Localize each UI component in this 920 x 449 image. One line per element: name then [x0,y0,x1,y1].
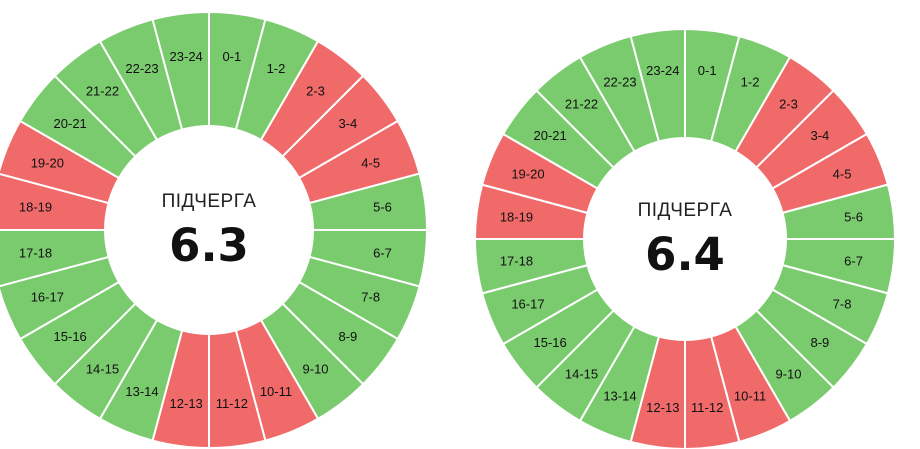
schedule-wheel-6-3: 0-1 1-2 2-3 3-4 4-5 5-6 6-7 7-8 8-9 9-10 10-11 11-1… [0,10,429,449]
segment-label: 4-5 [833,166,852,181]
segment-label: 6-7 [844,254,863,269]
segment-label: 8-9 [338,329,357,344]
hour-segment: 21-22 [53,39,159,158]
segment-label: 17-18 [500,254,533,269]
segment-label: 7-8 [361,289,380,304]
segment-label: 10-11 [260,384,292,399]
segment-label: 23-24 [646,63,679,78]
segment-label: 3-4 [338,116,357,131]
segment-label: 8-9 [810,335,829,350]
wheel-value: 6.3 [169,219,249,272]
segment-label: 10-11 [734,389,766,404]
hour-segment: 8-9 [281,280,400,386]
segment-label: 7-8 [833,297,852,312]
segment-label: 15-16 [54,329,87,344]
segment-on-23-24 [629,27,686,143]
segment-label: 11-12 [216,396,248,411]
segment-label: 13-14 [125,384,158,399]
hour-segment: 12-13 [629,335,686,449]
hour-segment: 1-2 [709,34,792,153]
segment-label: 14-15 [86,361,119,376]
segment-label: 0-1 [222,49,241,64]
hour-segment: 9-10 [734,309,835,423]
hour-segment: 23-24 [629,27,686,143]
segment-label: 22-23 [125,61,158,76]
segment-label: 5-6 [844,209,863,224]
schedule-wheel-6-4: 0-1 1-2 2-3 3-4 4-5 5-6 6-7 7-8 8-9 9-10 10-11 11-1… [473,27,897,449]
segment-label: 17-18 [19,245,52,260]
segment-label: 5-6 [373,200,392,215]
segment-label: 13-14 [603,389,636,404]
segment-label: 19-20 [31,156,64,171]
segment-label: 1-2 [267,61,286,76]
segment-label: 9-10 [303,361,329,376]
segment-label: 18-19 [19,200,52,215]
hour-segment: 21-22 [535,55,636,169]
segment-label: 2-3 [779,97,798,112]
segment-label: 19-20 [511,166,544,181]
segment-label: 12-13 [646,400,679,415]
segment-label: 3-4 [810,128,829,143]
hour-segment: 12-13 [151,329,210,449]
segment-label: 22-23 [603,74,636,89]
segment-label: 18-19 [500,209,533,224]
segment-label: 20-21 [54,116,87,131]
segment-label: 11-12 [691,400,723,415]
segment-label: 14-15 [565,366,598,381]
segment-label: 2-3 [306,84,325,99]
segment-label: 16-17 [31,289,64,304]
segment-label: 6-7 [373,245,392,260]
segment-label: 4-5 [361,156,380,171]
segment-label: 21-22 [86,84,119,99]
segment-label: 21-22 [565,97,598,112]
segment-label: 1-2 [741,74,760,89]
hour-segment: 23-24 [151,10,210,131]
segment-label: 0-1 [698,63,717,78]
segment-label: 12-13 [170,396,203,411]
wheel-title: ПІДЧЕРГА [638,200,733,221]
segment-label: 16-17 [511,297,544,312]
segment-label: 9-10 [775,366,801,381]
segment-label: 23-24 [170,49,203,64]
wheel-title: ПІДЧЕРГА [162,191,257,212]
center-disc [585,139,785,339]
wheel-value: 6.4 [645,228,725,281]
center-disc [106,127,312,333]
segment-on-23-24 [151,10,210,131]
segment-label: 15-16 [534,335,567,350]
segment-label: 20-21 [534,128,567,143]
